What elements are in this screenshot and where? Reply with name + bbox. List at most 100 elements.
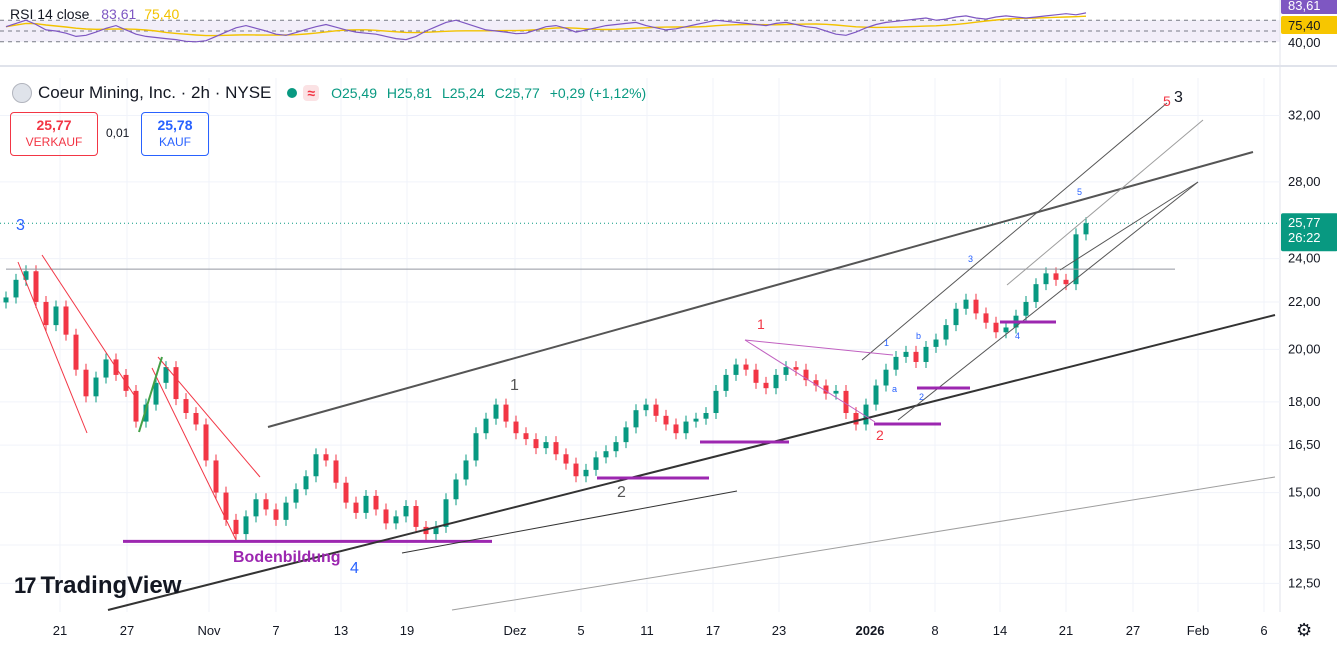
price-tick-label: 28,00 xyxy=(1288,174,1321,189)
candle-body xyxy=(303,476,309,490)
candle-body xyxy=(1043,273,1049,285)
candle-body xyxy=(493,404,499,419)
wave-badge-icon[interactable]: ≈ xyxy=(303,85,320,101)
candle-body xyxy=(873,385,879,405)
wave-label: 4 xyxy=(350,560,359,577)
time-tick-label: 27 xyxy=(1126,623,1140,638)
rsi-value: 83,61 xyxy=(101,6,137,22)
candle-body xyxy=(753,369,759,383)
candle-body xyxy=(733,364,739,375)
candle-body xyxy=(953,308,959,326)
time-tick-label: 14 xyxy=(993,623,1007,638)
price-tick-label: 13,50 xyxy=(1288,537,1321,552)
candle-body xyxy=(623,427,629,443)
time-tick-label: 5 xyxy=(577,623,584,638)
candle-body xyxy=(603,451,609,458)
candle-body xyxy=(863,404,869,425)
candle-body xyxy=(743,364,749,370)
sell-price: 25,77 xyxy=(36,117,72,133)
price-tick-label: 15,00 xyxy=(1288,485,1321,500)
buy-button[interactable]: 25,78 KAUF xyxy=(141,112,209,156)
trend-line xyxy=(267,151,1254,428)
candle-body xyxy=(223,492,229,520)
candle-body xyxy=(53,306,59,326)
trend-line xyxy=(401,490,738,554)
sell-button[interactable]: 25,77 VERKAUF xyxy=(10,112,98,156)
candle-body xyxy=(23,271,29,280)
candle-body xyxy=(653,404,659,416)
market-open-icon xyxy=(287,88,298,98)
candle-body xyxy=(343,482,349,503)
candle-body xyxy=(33,271,39,302)
candle-body xyxy=(843,390,849,414)
bottom-formation-label: Bodenbildung xyxy=(233,549,341,566)
candle-body xyxy=(473,433,479,461)
tradingview-logo-icon: 17 xyxy=(14,573,37,598)
price-tick-label: 18,00 xyxy=(1288,394,1321,409)
rsi-value-tag-bg xyxy=(1281,0,1337,14)
candle-body xyxy=(523,433,529,440)
price-tick-label: 16,50 xyxy=(1288,437,1321,452)
candle-body xyxy=(893,356,899,370)
rsi-ma-tag: 75,40 xyxy=(1288,18,1321,33)
candle-body xyxy=(483,418,489,434)
candle-body xyxy=(163,367,169,383)
candle-body xyxy=(353,502,359,513)
candle-body xyxy=(1083,223,1089,235)
candle-body xyxy=(983,313,989,323)
candle-body xyxy=(143,404,149,422)
candle-body xyxy=(363,495,369,513)
candle-body xyxy=(1063,279,1069,285)
candle-body xyxy=(433,526,439,535)
last-price-tag: 25,77 xyxy=(1288,215,1321,230)
candle-body xyxy=(543,442,549,449)
time-tick-label: Feb xyxy=(1187,623,1209,638)
candle-body xyxy=(693,418,699,422)
candle-body xyxy=(233,519,239,535)
time-tick-label: Dez xyxy=(503,623,526,638)
trend-line xyxy=(897,181,1199,421)
price-tick-label: 22,00 xyxy=(1288,294,1321,309)
candle-body xyxy=(393,516,399,524)
candle-body xyxy=(1023,301,1029,316)
open-value: O25,49 xyxy=(331,85,377,101)
rsi-ma-tag-bg xyxy=(1281,16,1337,34)
candle-body xyxy=(593,457,599,470)
trend-line xyxy=(1059,181,1199,271)
tradingview-logo[interactable]: 17 TradingView xyxy=(14,572,181,600)
candle-body xyxy=(703,413,709,419)
change-value: +0,29 (+1,12%) xyxy=(549,85,647,101)
decline-channel-line xyxy=(41,254,135,396)
wave-label: 2 xyxy=(617,484,626,501)
rsi-axis-label: 40,00 xyxy=(1288,35,1321,50)
candle-body xyxy=(633,410,639,428)
candle-body xyxy=(783,367,789,375)
candle-body xyxy=(383,509,389,524)
candle-body xyxy=(643,404,649,411)
time-tick-label: 6 xyxy=(1260,623,1267,638)
candle-body xyxy=(193,413,199,425)
candle-body xyxy=(213,460,219,493)
candle-body xyxy=(503,404,509,422)
wave-label: b xyxy=(916,331,921,341)
time-tick-label: 21 xyxy=(1059,623,1073,638)
decline-channel-line xyxy=(17,261,88,434)
candle-body xyxy=(1033,284,1039,302)
candle-body xyxy=(413,506,419,527)
candle-body xyxy=(663,415,669,425)
tradingview-logo-text: TradingView xyxy=(40,572,182,599)
candle-body xyxy=(803,369,809,381)
candle-body xyxy=(963,299,969,309)
rsi-legend[interactable]: RSI 14 close 83,61 75,40 xyxy=(10,6,179,22)
symbol-title[interactable]: Coeur Mining, Inc. · 2h · NYSE xyxy=(38,83,272,102)
symbol-legend[interactable]: Coeur Mining, Inc. · 2h · NYSE ≈ OO25,49… xyxy=(12,82,652,104)
trend-line xyxy=(861,102,1168,361)
candle-body xyxy=(13,279,19,298)
settings-gear-icon[interactable]: ⚙ xyxy=(1296,620,1313,640)
candle-body xyxy=(283,502,289,520)
candle-body xyxy=(563,454,569,464)
candle-body xyxy=(443,499,449,527)
candle-body xyxy=(553,442,559,455)
price-tick-label: 20,00 xyxy=(1288,341,1321,356)
